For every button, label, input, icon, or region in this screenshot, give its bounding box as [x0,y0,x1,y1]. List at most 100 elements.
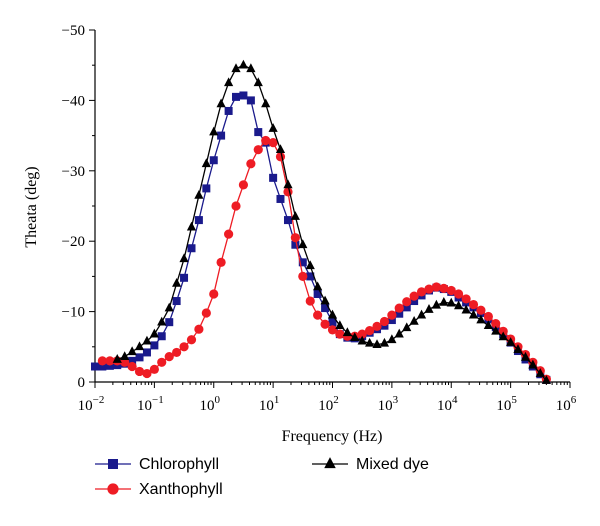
data-point [290,233,300,243]
legend-label: Mixed dye [356,456,429,473]
data-point [454,289,464,299]
data-point [186,221,197,231]
y-tick-label: −20 [62,234,85,250]
data-point [134,366,145,377]
data-point [528,359,538,369]
data-point [239,91,248,100]
x-tick-label: 104 [437,394,458,414]
data-point [379,337,390,347]
data-point [291,240,300,249]
data-point [365,337,375,347]
x-tick-exponent: 2 [333,394,339,406]
data-point [439,283,449,293]
data-point [112,354,122,363]
data-point [387,316,396,325]
y-tick-label: −40 [62,93,85,109]
data-point [424,304,434,313]
data-point [231,63,241,73]
data-point [313,281,323,291]
data-point [254,128,263,137]
x-tick-exponent: 4 [452,394,458,406]
data-point [157,316,167,326]
series-line [102,139,547,380]
data-point [142,368,152,379]
x-tick-label: 102 [318,394,339,414]
data-point [387,334,397,344]
data-point [483,320,493,330]
x-tick-base: 10 [78,398,93,414]
data-point [276,194,285,203]
data-point [128,356,137,365]
data-point [335,320,345,330]
data-point [298,258,307,267]
data-point [142,348,151,357]
data-point [350,332,360,341]
data-point [446,297,456,307]
data-point [313,310,323,320]
data-point [402,303,411,312]
data-point [461,294,471,304]
data-point [498,331,508,341]
x-tick-exponent: −2 [93,394,105,406]
data-point [209,289,219,299]
y-axis-title: Theata (deg) [23,166,40,247]
data-point [224,77,234,87]
data-point [172,347,182,358]
data-point [327,325,338,335]
data-point [313,290,322,298]
data-point [387,310,397,320]
x-tick-label: 101 [259,394,280,414]
data-point [135,353,144,362]
x-tick-base: 10 [137,398,152,414]
data-point [468,309,479,319]
data-point [476,305,486,315]
data-point [491,318,501,329]
data-point [217,131,226,140]
data-point [253,77,263,87]
data-point [327,309,338,319]
data-point [394,328,404,338]
data-point [298,239,308,249]
y-tick-label: −30 [62,164,85,180]
data-point [98,362,107,371]
x-tick-base: 10 [496,398,511,414]
data-point [216,98,226,108]
data-point [476,314,486,324]
legend-item: Xanthophyll [95,481,223,498]
data-point [410,297,419,306]
data-point [365,326,375,336]
x-tick-base: 10 [318,398,333,414]
data-point [535,368,545,377]
data-point [164,302,174,312]
data-point [394,303,404,313]
series-layer [91,59,551,384]
data-point [194,324,204,334]
data-point [149,364,159,374]
y-ticks: 0 −10 −20 −30 −40 −50 [62,23,95,391]
x-ticks: 10−2 10−1 100 101 102 103 104 105 106 [78,382,577,414]
data-point [290,211,300,220]
data-point [209,156,218,165]
y-tick-label: 0 [78,375,86,391]
data-point [431,282,441,292]
data-point [201,158,211,168]
x-tick-label: 10−1 [137,394,164,414]
data-point [180,273,189,282]
x-tick-exponent: 1 [274,394,280,406]
data-point [372,339,382,349]
data-point [439,296,449,306]
data-point [261,98,271,108]
x-axis-title: Frequency (Hz) [282,428,383,445]
data-point [446,285,456,296]
data-point [201,308,211,318]
data-point [172,277,182,287]
x-tick-label: 103 [378,394,399,414]
x-tick-label: 100 [200,394,221,414]
legend-marker [108,459,118,469]
x-tick-label: 105 [496,394,517,414]
data-point [202,184,211,193]
data-point [298,271,308,281]
y-tick-label: −10 [62,305,85,321]
legend-marker [107,483,119,495]
data-point [209,126,219,136]
